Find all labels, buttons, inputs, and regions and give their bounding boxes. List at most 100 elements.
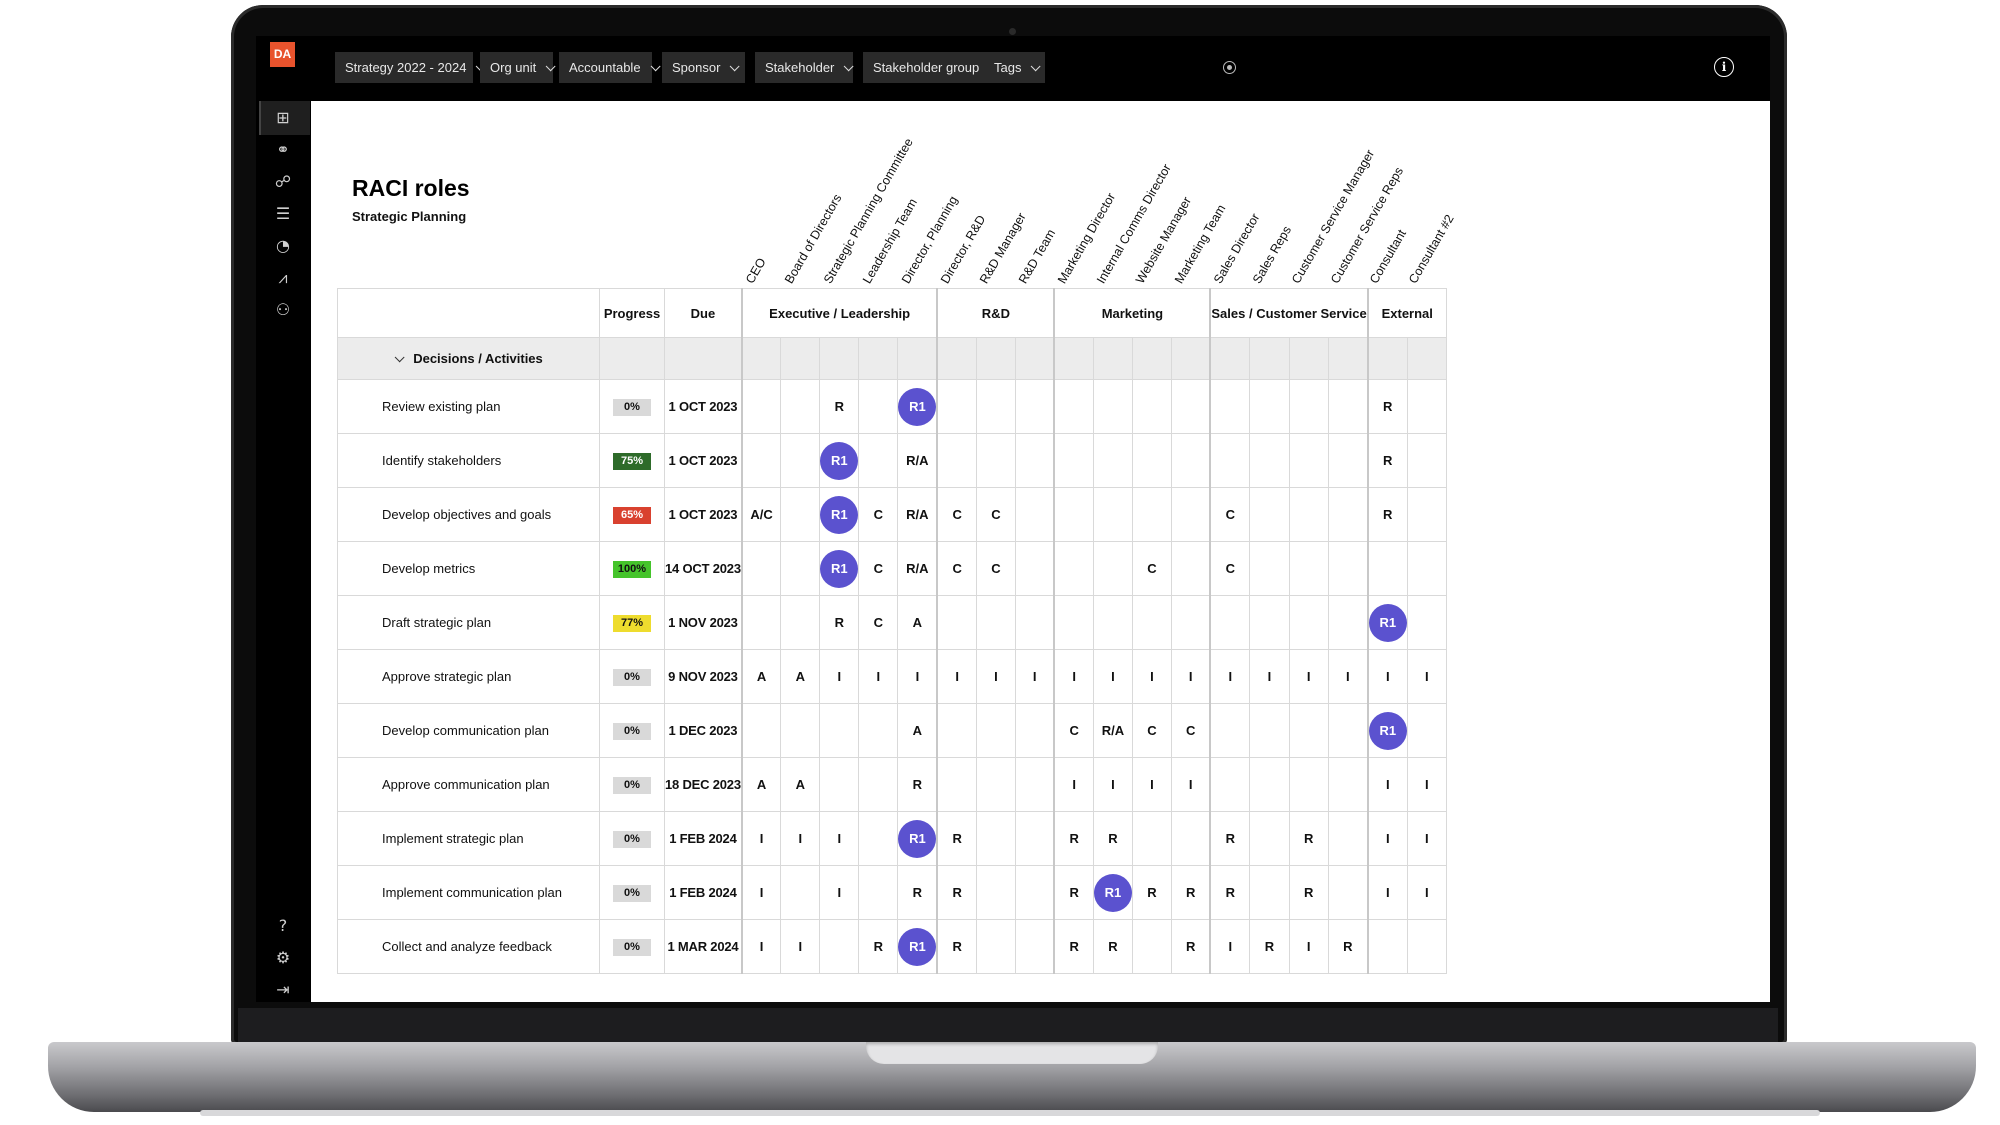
r1-badge[interactable]: R1 — [1369, 603, 1407, 642]
raci-cell[interactable] — [1327, 487, 1369, 542]
raci-cell[interactable]: R1 — [1092, 865, 1133, 920]
raci-cell[interactable] — [1053, 595, 1094, 650]
raci-cell[interactable] — [1249, 595, 1290, 650]
raci-cell[interactable] — [1327, 433, 1369, 488]
raci-cell[interactable]: R — [936, 811, 977, 866]
raci-cell[interactable] — [1131, 433, 1172, 488]
raci-cell[interactable]: C — [1209, 541, 1251, 596]
raci-cell[interactable] — [1209, 595, 1251, 650]
raci-cell[interactable] — [1327, 703, 1369, 758]
filter-dropdown-strategy-2022-2024[interactable]: Strategy 2022 - 2024 — [335, 52, 486, 83]
raci-cell[interactable] — [975, 919, 1016, 974]
raci-cell[interactable]: I — [858, 649, 899, 704]
raci-cell[interactable]: R1 — [1366, 703, 1408, 758]
raci-cell[interactable] — [936, 595, 977, 650]
raci-cell[interactable] — [1014, 757, 1055, 812]
raci-cell[interactable] — [975, 379, 1016, 434]
raci-cell[interactable]: I — [1406, 865, 1447, 920]
raci-cell[interactable] — [819, 919, 860, 974]
raci-cell[interactable]: R1 — [819, 433, 860, 488]
activity-name[interactable]: Develop objectives and goals — [337, 487, 600, 542]
raci-cell[interactable]: C — [1209, 487, 1251, 542]
raci-cell[interactable]: R — [1209, 865, 1251, 920]
raci-cell[interactable] — [819, 757, 860, 812]
raci-cell[interactable]: I — [1366, 865, 1408, 920]
raci-cell[interactable] — [819, 703, 860, 758]
raci-cell[interactable]: R — [1327, 919, 1369, 974]
raci-cell[interactable] — [936, 757, 977, 812]
raci-cell[interactable]: I — [1406, 757, 1447, 812]
raci-cell[interactable]: I — [1170, 649, 1211, 704]
raci-cell[interactable]: I — [819, 649, 860, 704]
raci-cell[interactable]: I — [1209, 649, 1251, 704]
raci-cell[interactable] — [1327, 595, 1369, 650]
raci-cell[interactable]: A — [897, 595, 938, 650]
raci-cell[interactable] — [780, 487, 821, 542]
section-row[interactable]: Decisions / Activities — [337, 337, 1447, 380]
raci-cell[interactable] — [1170, 487, 1211, 542]
raci-cell[interactable]: R — [1366, 487, 1408, 542]
raci-cell[interactable]: I — [819, 811, 860, 866]
raci-cell[interactable] — [1288, 703, 1329, 758]
raci-cell[interactable] — [1014, 595, 1055, 650]
raci-cell[interactable] — [1209, 433, 1251, 488]
raci-cell[interactable]: I — [780, 811, 821, 866]
raci-cell[interactable]: R1 — [819, 541, 860, 596]
raci-cell[interactable] — [1288, 379, 1329, 434]
r1-badge[interactable]: R1 — [898, 387, 937, 426]
raci-cell[interactable] — [858, 433, 899, 488]
raci-cell[interactable] — [1014, 487, 1055, 542]
filter-dropdown-org-unit[interactable]: Org unit — [480, 52, 556, 83]
raci-cell[interactable] — [1131, 379, 1172, 434]
raci-cell[interactable] — [1131, 811, 1172, 866]
raci-cell[interactable] — [858, 379, 899, 434]
raci-cell[interactable] — [975, 811, 1016, 866]
r1-badge[interactable]: R1 — [1369, 711, 1407, 750]
raci-cell[interactable]: I — [897, 649, 938, 704]
r1-badge[interactable]: R1 — [820, 441, 858, 480]
raci-cell[interactable] — [1170, 433, 1211, 488]
header-progress[interactable]: Progress — [599, 288, 665, 338]
raci-cell[interactable] — [780, 433, 821, 488]
raci-cell[interactable]: R — [1170, 919, 1211, 974]
raci-cell[interactable] — [1327, 379, 1369, 434]
raci-cell[interactable]: R — [936, 865, 977, 920]
raci-cell[interactable] — [936, 703, 977, 758]
raci-cell[interactable]: R — [1366, 433, 1408, 488]
activity-name[interactable]: Approve strategic plan — [337, 649, 600, 704]
server-icon[interactable]: ☰ — [275, 204, 291, 223]
raci-cell[interactable] — [780, 703, 821, 758]
raci-cell[interactable] — [1249, 757, 1290, 812]
raci-cell[interactable]: R — [1092, 811, 1133, 866]
help-icon[interactable]: ? — [278, 916, 288, 935]
raci-cell[interactable]: I — [1131, 757, 1172, 812]
handshake-icon[interactable]: ☍ — [274, 172, 292, 191]
raci-cell[interactable]: C — [975, 487, 1016, 542]
raci-cell[interactable]: I — [1249, 649, 1290, 704]
raci-cell[interactable]: R — [897, 865, 938, 920]
r1-badge[interactable]: R1 — [820, 549, 858, 588]
raci-cell[interactable]: R — [1131, 865, 1172, 920]
raci-cell[interactable] — [1406, 379, 1447, 434]
raci-cell[interactable] — [1366, 919, 1408, 974]
raci-cell[interactable] — [1327, 541, 1369, 596]
raci-cell[interactable] — [1092, 487, 1133, 542]
raci-cell[interactable]: I — [1209, 919, 1251, 974]
grid-icon[interactable]: ⊞ — [276, 108, 290, 127]
activity-name[interactable]: Identify stakeholders — [337, 433, 600, 488]
r1-badge[interactable]: R1 — [1094, 873, 1132, 912]
network-icon[interactable]: ⚭ — [276, 140, 290, 159]
activity-name[interactable]: Develop metrics — [337, 541, 600, 596]
raci-cell[interactable] — [975, 865, 1016, 920]
raci-cell[interactable]: C — [936, 541, 977, 596]
raci-cell[interactable]: R1 — [897, 811, 938, 866]
raci-cell[interactable]: R/A — [897, 487, 938, 542]
raci-cell[interactable] — [1170, 811, 1211, 866]
raci-cell[interactable] — [1131, 919, 1172, 974]
filter-dropdown-stakeholder[interactable]: Stakeholder — [755, 52, 854, 83]
raci-cell[interactable]: R1 — [1366, 595, 1408, 650]
raci-cell[interactable] — [1014, 865, 1055, 920]
raci-cell[interactable] — [740, 433, 782, 488]
raci-cell[interactable] — [858, 703, 899, 758]
raci-cell[interactable]: I — [1288, 649, 1329, 704]
